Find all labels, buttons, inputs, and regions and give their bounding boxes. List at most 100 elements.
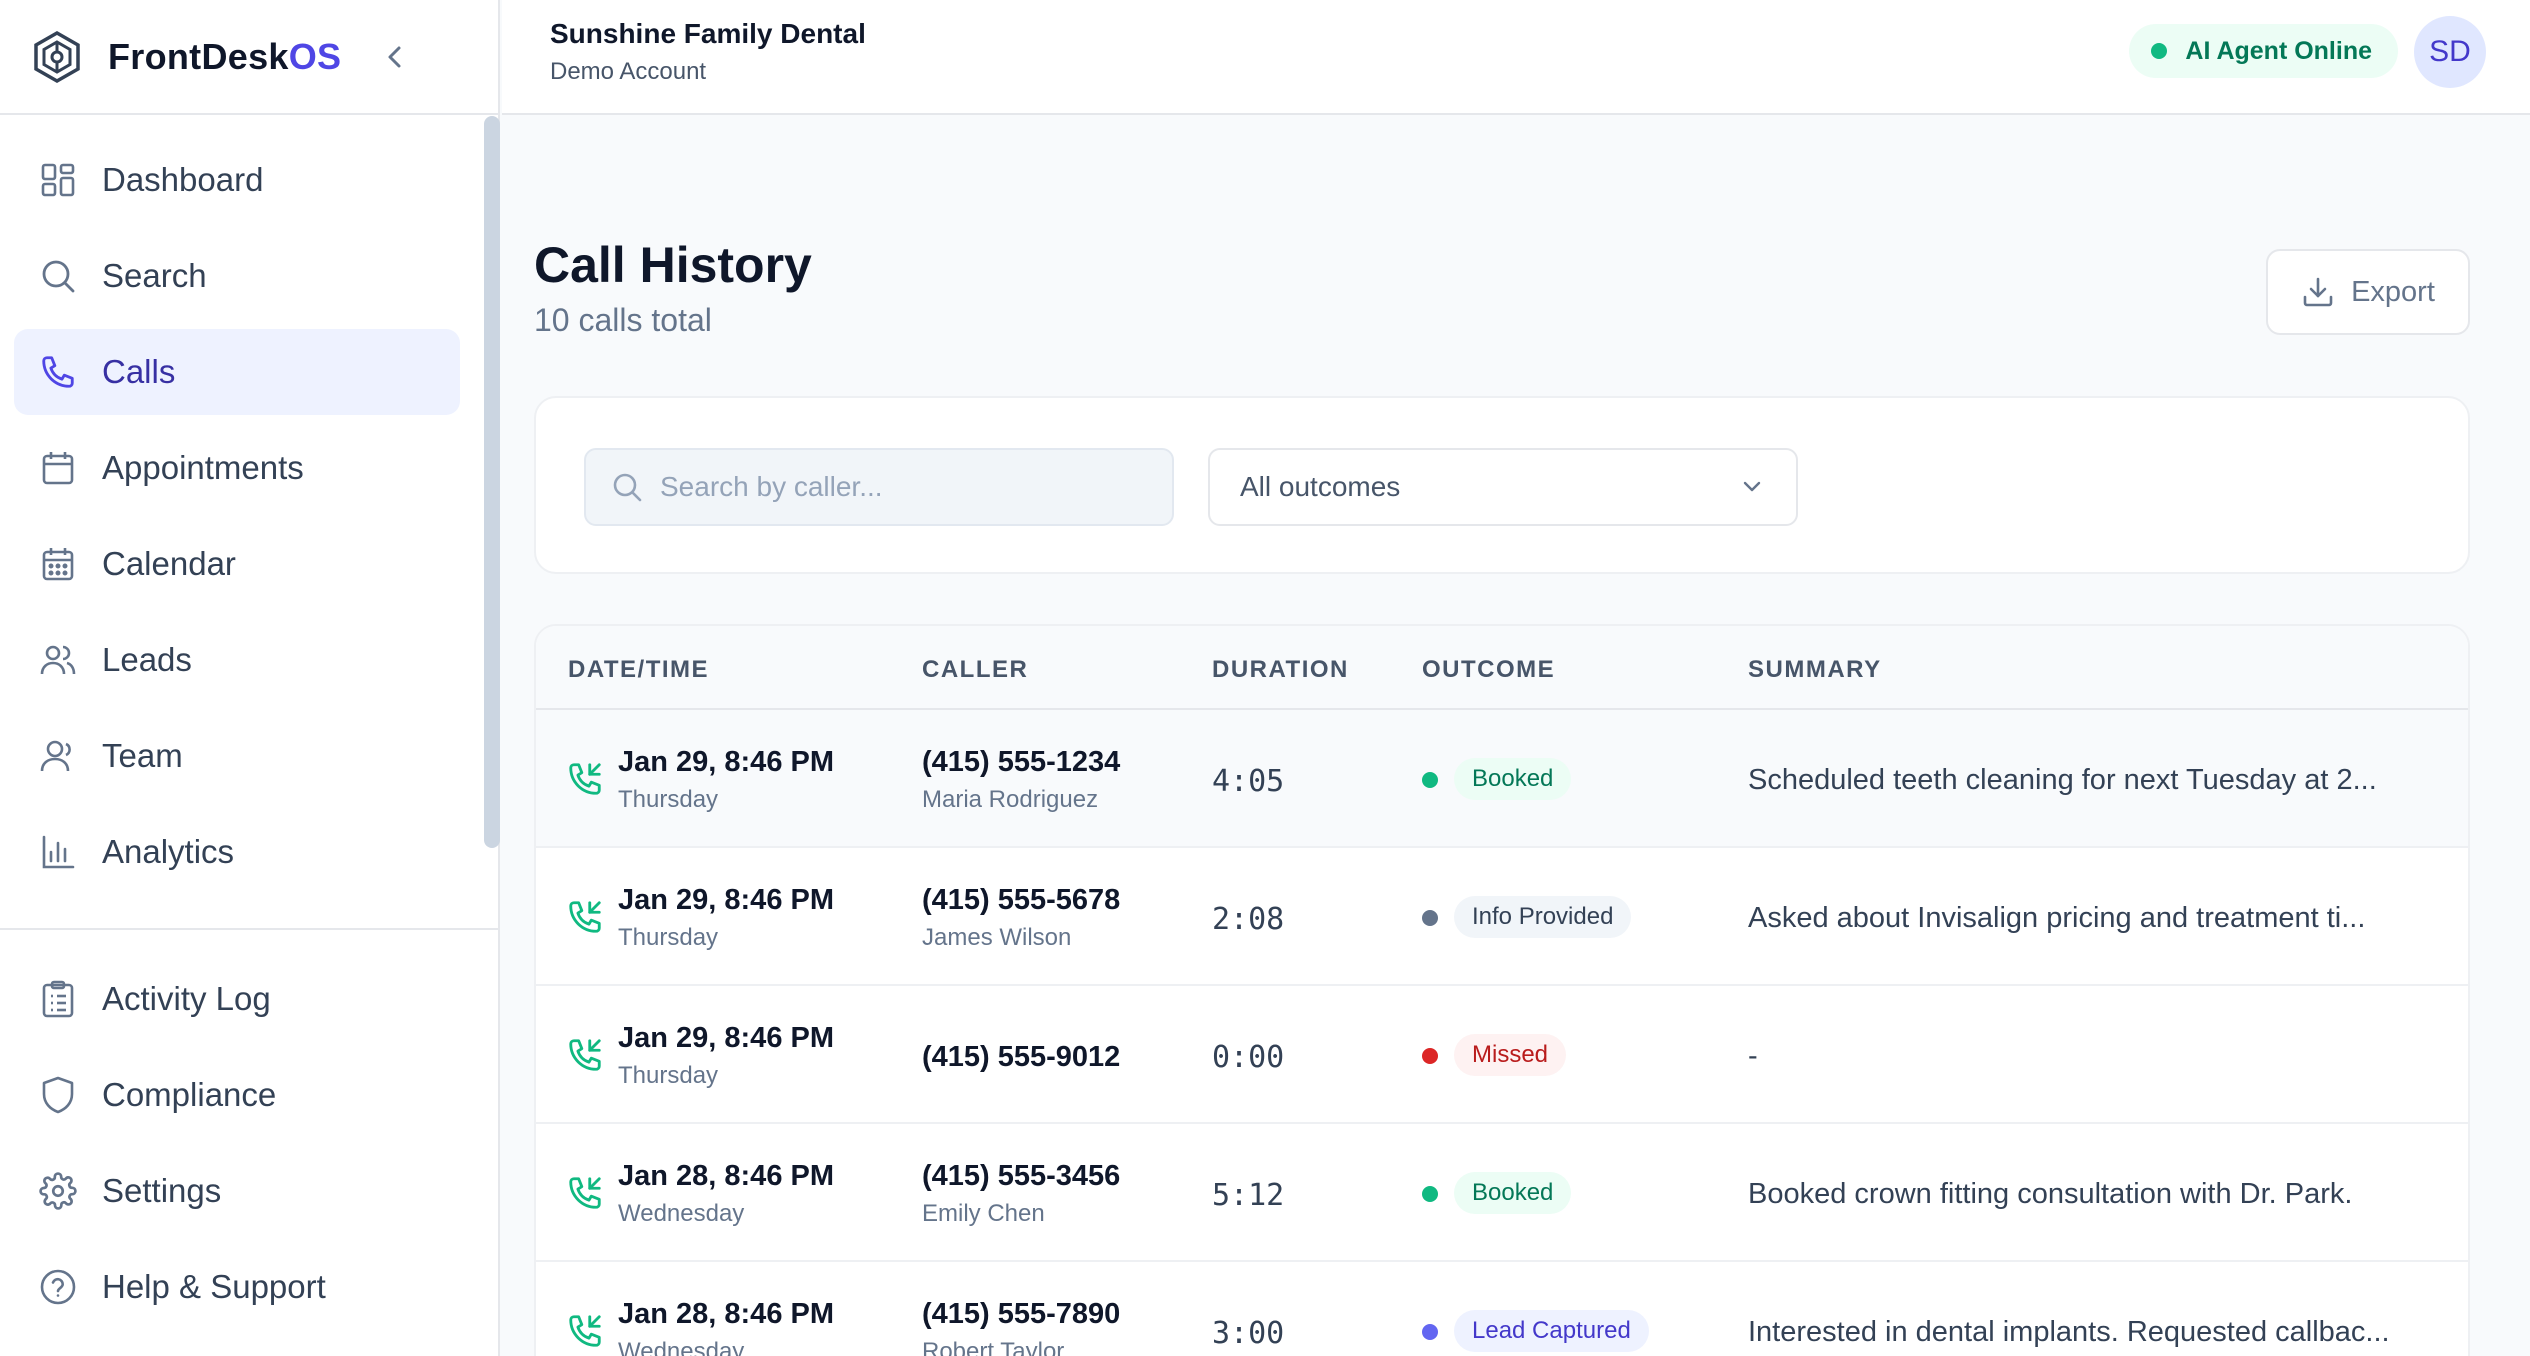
avatar[interactable]: SD xyxy=(2414,16,2486,88)
outcome-dot-icon xyxy=(1422,1324,1438,1340)
caller-name: Maria Rodriguez xyxy=(922,786,1099,813)
column-header-datetime[interactable]: DATE/TIME xyxy=(568,656,710,683)
outcome-dot-icon xyxy=(1422,772,1438,788)
user-group-icon xyxy=(38,736,78,776)
users-icon xyxy=(38,640,78,680)
top-header: Sunshine Family Dental Demo Account AI A… xyxy=(502,0,2530,115)
nav-label: Leads xyxy=(102,641,192,678)
column-header-summary[interactable]: SUMMARY xyxy=(1748,656,1882,683)
caller-phone: (415) 555-7890 xyxy=(922,1298,1121,1330)
nav-item-team[interactable]: Team xyxy=(14,713,460,799)
outcome-badge: Missed xyxy=(1454,1034,1567,1076)
call-summary: Scheduled teeth cleaning for next Tuesda… xyxy=(1748,764,2377,796)
outcome-badge: Info Provided xyxy=(1454,896,1632,938)
sidebar: FrontDeskOS Dashboard Search Calls Appoi… xyxy=(0,0,500,1356)
help-circle-icon xyxy=(38,1267,78,1307)
incoming-call-icon xyxy=(566,1036,604,1074)
nav-item-appointments[interactable]: Appointments xyxy=(14,425,460,511)
shield-icon xyxy=(38,1075,78,1115)
page-title: Call History xyxy=(534,237,812,293)
outcome-dot-icon xyxy=(1422,1048,1438,1064)
nav-item-dashboard[interactable]: Dashboard xyxy=(14,137,460,223)
call-duration: 0:00 xyxy=(1212,1040,1285,1075)
nav-label: Help & Support xyxy=(102,1268,326,1305)
nav-label: Compliance xyxy=(102,1076,277,1113)
outcome-badge: Booked xyxy=(1454,758,1572,800)
call-duration: 5:12 xyxy=(1212,1178,1285,1213)
outcome-select[interactable]: All outcomes xyxy=(1208,448,1798,526)
primary-nav: Dashboard Search Calls Appointments Cale… xyxy=(14,137,460,905)
call-datetime: Jan 29, 8:46 PM xyxy=(618,884,834,916)
nav-label: Search xyxy=(102,257,207,294)
account-type: Demo Account xyxy=(550,58,707,85)
column-header-outcome[interactable]: OUTCOME xyxy=(1422,656,1556,683)
table-row[interactable]: Jan 29, 8:46 PM Thursday (415) 555-5678 Jam… xyxy=(536,848,2468,986)
table-body: Jan 29, 8:46 PM Thursday (415) 555-1234 Mar… xyxy=(536,710,2468,1356)
call-duration: 4:05 xyxy=(1212,764,1285,799)
caller-phone: (415) 555-3456 xyxy=(922,1160,1121,1192)
incoming-call-icon xyxy=(566,760,604,798)
outcome-badge: Lead Captured xyxy=(1454,1310,1649,1352)
call-history-table: DATE/TIME CALLER DURATION OUTCOME SUMMAR… xyxy=(534,624,2470,1356)
status-dot-icon xyxy=(2151,43,2168,59)
table-row[interactable]: Jan 28, 8:46 PM Wednesday (415) 555-7890 Ro… xyxy=(536,1262,2468,1356)
call-duration: 3:00 xyxy=(1212,1316,1285,1351)
nav-item-leads[interactable]: Leads xyxy=(14,617,460,703)
call-summary: Booked crown fitting consultation with D… xyxy=(1748,1178,2353,1210)
call-day: Thursday xyxy=(618,924,719,951)
secondary-nav: Activity Log Compliance Settings Help & … xyxy=(14,956,460,1340)
nav-item-calls[interactable]: Calls xyxy=(14,329,460,415)
incoming-call-icon xyxy=(566,898,604,936)
caller-name: Robert Taylor xyxy=(922,1338,1065,1356)
nav-label: Team xyxy=(102,737,183,774)
call-summary: - xyxy=(1748,1040,1758,1072)
nav-label: Calendar xyxy=(102,545,236,582)
call-datetime: Jan 28, 8:46 PM xyxy=(618,1160,834,1192)
call-day: Thursday xyxy=(618,786,719,813)
agent-status-label: AI Agent Online xyxy=(2185,36,2372,65)
nav-label: Dashboard xyxy=(102,161,264,198)
brand-name: FrontDeskOS xyxy=(108,35,342,77)
table-row[interactable]: Jan 29, 8:46 PM Thursday (415) 555-9012 0:0… xyxy=(536,986,2468,1124)
table-row[interactable]: Jan 28, 8:46 PM Wednesday (415) 555-3456 Em… xyxy=(536,1124,2468,1262)
call-summary: Asked about Invisalign pricing and treat… xyxy=(1748,902,2366,934)
outcome-select-value: All outcomes xyxy=(1240,471,1401,502)
nav-item-compliance[interactable]: Compliance xyxy=(14,1052,460,1138)
incoming-call-icon xyxy=(566,1174,604,1212)
nav-item-settings[interactable]: Settings xyxy=(14,1148,460,1234)
call-datetime: Jan 29, 8:46 PM xyxy=(618,1022,834,1054)
practice-info: Sunshine Family Dental Demo Account xyxy=(550,18,866,86)
filter-card: All outcomes xyxy=(534,396,2470,574)
call-count: 10 calls total xyxy=(534,302,712,338)
call-day: Wednesday xyxy=(618,1200,745,1227)
column-header-caller[interactable]: CALLER xyxy=(922,656,1029,683)
table-row[interactable]: Jan 29, 8:46 PM Thursday (415) 555-1234 Mar… xyxy=(536,710,2468,848)
nav-item-search[interactable]: Search xyxy=(14,233,460,319)
export-button[interactable]: Export xyxy=(2266,249,2470,335)
logo-icon xyxy=(34,30,80,83)
incoming-call-icon xyxy=(566,1312,604,1350)
nav-label: Calls xyxy=(102,353,176,390)
nav-item-calendar[interactable]: Calendar xyxy=(14,521,460,607)
outcome-dot-icon xyxy=(1422,1186,1438,1202)
caller-name: James Wilson xyxy=(922,924,1072,951)
brand: FrontDeskOS xyxy=(0,0,498,115)
call-duration: 2:08 xyxy=(1212,902,1285,937)
export-label: Export xyxy=(2351,275,2435,308)
phone-icon xyxy=(38,352,78,392)
nav-item-help-support[interactable]: Help & Support xyxy=(14,1244,460,1330)
nav-label: Appointments xyxy=(102,449,304,486)
search-input[interactable] xyxy=(660,471,1160,503)
nav-label: Activity Log xyxy=(102,980,271,1017)
caller-search xyxy=(584,448,1174,526)
nav-item-activity-log[interactable]: Activity Log xyxy=(14,956,460,1042)
clipboard-icon xyxy=(38,979,78,1019)
bar-chart-icon xyxy=(38,832,78,872)
caller-phone: (415) 555-5678 xyxy=(922,884,1121,916)
call-datetime: Jan 29, 8:46 PM xyxy=(618,746,834,778)
column-header-duration[interactable]: DURATION xyxy=(1212,656,1349,683)
sidebar-scrollbar[interactable] xyxy=(484,116,500,848)
search-icon xyxy=(613,473,642,502)
collapse-sidebar-button[interactable] xyxy=(380,42,410,72)
nav-item-analytics[interactable]: Analytics xyxy=(14,809,460,895)
